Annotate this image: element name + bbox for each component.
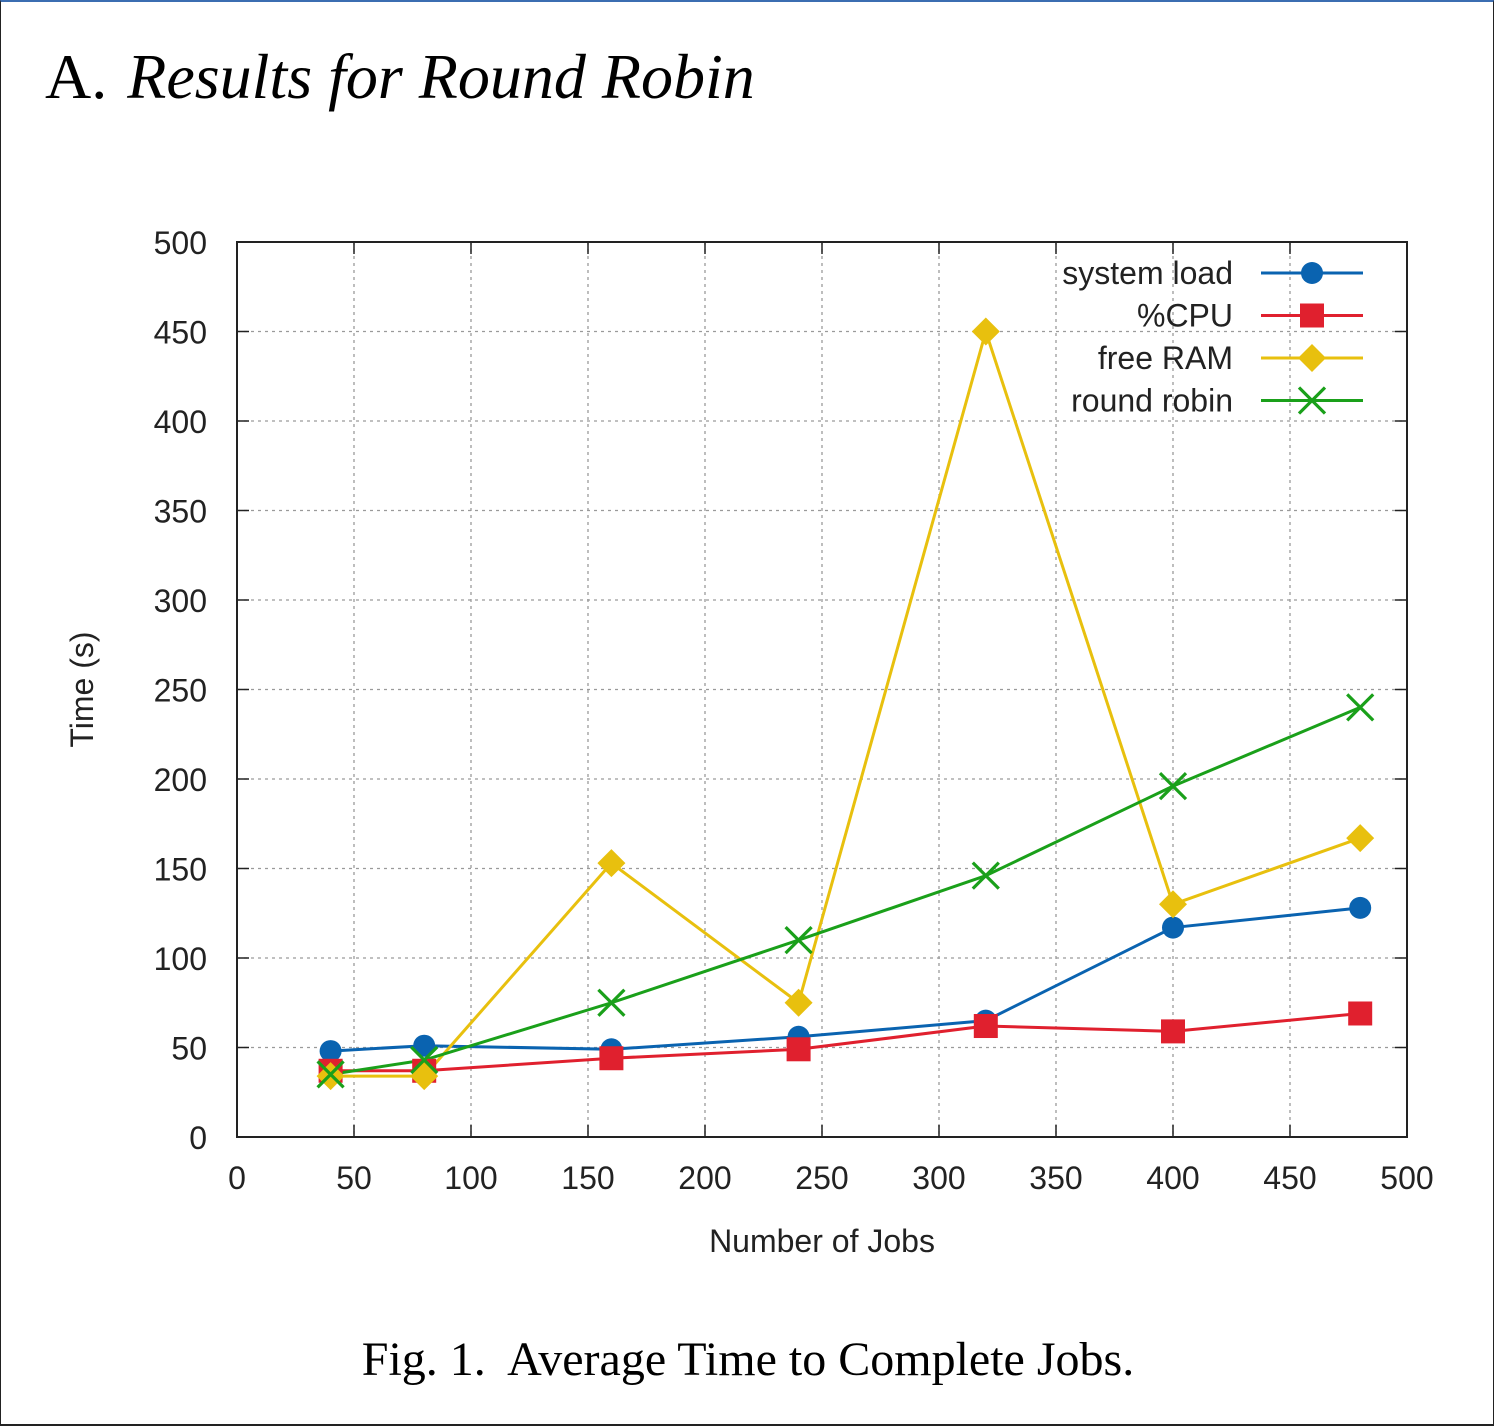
x-tick-label: 400 xyxy=(1146,1160,1199,1196)
data-point-free-ram xyxy=(597,849,626,878)
y-axis-label: Time (s) xyxy=(64,631,100,747)
y-tick-label: 500 xyxy=(154,225,207,261)
y-tick-label: 50 xyxy=(171,1031,207,1067)
legend-marker xyxy=(1301,262,1323,284)
y-tick-label: 100 xyxy=(154,941,207,977)
legend-label: %CPU xyxy=(1137,298,1233,334)
legend: system load %CPU free RAM round robin xyxy=(1062,255,1363,419)
legend-marker xyxy=(1298,344,1326,372)
series-line-free-ram xyxy=(330,330,1361,1078)
y-tick-label: 300 xyxy=(154,583,207,619)
data-point-round-robin xyxy=(410,1045,439,1075)
data-point-round-robin xyxy=(1158,772,1188,801)
legend-marker xyxy=(1297,386,1327,415)
y-tick-label: 250 xyxy=(154,673,207,709)
x-tick-label: 250 xyxy=(795,1160,848,1196)
data-point-cpu xyxy=(786,1037,811,1062)
x-tick-label: 300 xyxy=(912,1160,965,1196)
x-tick-label: 100 xyxy=(444,1160,497,1196)
data-point-round-robin xyxy=(1346,693,1375,722)
section-number: A. xyxy=(45,41,108,112)
x-tick-label: 50 xyxy=(336,1160,372,1196)
y-tick-label: 200 xyxy=(154,762,207,798)
y-tick-label: 400 xyxy=(154,404,207,440)
data-point-free-ram xyxy=(1346,824,1375,853)
y-tick-label: 450 xyxy=(154,315,207,351)
data-point-free-ram xyxy=(784,988,813,1017)
data-point-cpu xyxy=(973,1014,998,1039)
series-line-round-robin xyxy=(330,706,1361,1076)
data-point-round-robin xyxy=(784,925,813,955)
legend-marker xyxy=(1300,303,1324,328)
section-heading: A. Results for Round Robin xyxy=(45,40,755,114)
data-point-system-load xyxy=(319,1040,342,1063)
legend-label: free RAM xyxy=(1098,340,1233,376)
y-tick-label: 150 xyxy=(154,852,207,888)
x-tick-label: 200 xyxy=(678,1160,731,1196)
series-markers xyxy=(316,317,1375,1091)
data-point-system-load xyxy=(413,1034,436,1057)
x-tick-label: 450 xyxy=(1263,1160,1316,1196)
section-title: Results for Round Robin xyxy=(127,41,755,112)
x-tick-label: 0 xyxy=(228,1160,246,1196)
data-point-system-load xyxy=(1162,916,1184,939)
x-tick-label: 350 xyxy=(1029,1160,1082,1196)
y-tick-label: 0 xyxy=(189,1120,207,1156)
y-axis-ticks: 0 50 100 150 200 250 300 350 400 450 500 xyxy=(154,225,1407,1156)
data-point-round-robin xyxy=(316,1060,345,1089)
legend-label: round robin xyxy=(1071,383,1233,419)
grid xyxy=(237,242,1407,1137)
data-point-cpu xyxy=(1161,1019,1185,1044)
x-tick-label: 500 xyxy=(1380,1160,1433,1196)
x-axis-ticks: 0 50 100 150 200 250 300 350 400 450 500 xyxy=(228,242,1434,1196)
data-point-cpu xyxy=(1348,1001,1373,1026)
x-tick-label: 150 xyxy=(561,1160,614,1196)
data-point-free-ram xyxy=(1159,890,1187,919)
y-tick-label: 350 xyxy=(154,494,207,530)
data-point-round-robin xyxy=(597,988,626,1017)
data-point-round-robin xyxy=(971,861,1000,890)
data-point-system-load xyxy=(1349,896,1372,919)
x-axis-label: Number of Jobs xyxy=(709,1223,935,1259)
data-point-cpu xyxy=(599,1046,624,1071)
figure-caption: Fig. 1. Average Time to Complete Jobs. xyxy=(361,1333,1135,1386)
data-point-free-ram xyxy=(971,317,1000,346)
legend-label: system load xyxy=(1062,255,1233,291)
series-lines xyxy=(330,330,1361,1078)
line-chart: 0 50 100 150 200 250 300 350 400 450 500 0 50 100 150… xyxy=(64,225,1434,1259)
